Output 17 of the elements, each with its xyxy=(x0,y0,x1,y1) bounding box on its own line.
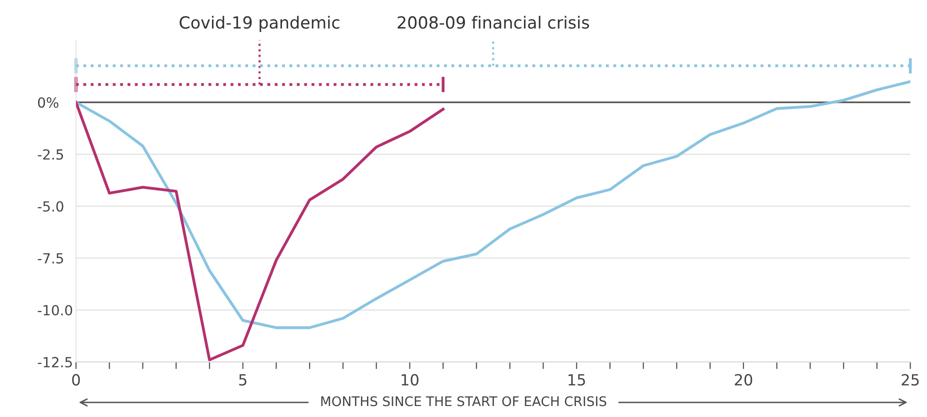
line-series xyxy=(76,100,444,362)
x-tick-label: 20 xyxy=(734,374,752,386)
x-tick-label: 15 xyxy=(568,374,585,386)
text: Covid-19 pandemic xyxy=(180,16,340,32)
text: 2008-09 financial crisis xyxy=(398,16,590,29)
line-series xyxy=(76,80,910,330)
x-tick-label: 10 xyxy=(402,374,418,386)
x-tick-label: 25 xyxy=(902,374,919,386)
x-tick-label: 5 xyxy=(239,374,246,386)
y-tick-label: 0% xyxy=(38,97,58,108)
y-tick-label: -10.0 xyxy=(38,305,72,316)
y-tick-label: -12.5 xyxy=(38,356,72,368)
x-tick-label: 0 xyxy=(72,374,80,386)
y-tick-label: -2.5 xyxy=(38,149,64,160)
y-tick-label: -5.0 xyxy=(38,201,64,212)
x-axis-title: MONTHS SINCE THE START OF EACH CRISIS xyxy=(321,396,606,406)
y-tick-label: -7.5 xyxy=(38,253,64,264)
